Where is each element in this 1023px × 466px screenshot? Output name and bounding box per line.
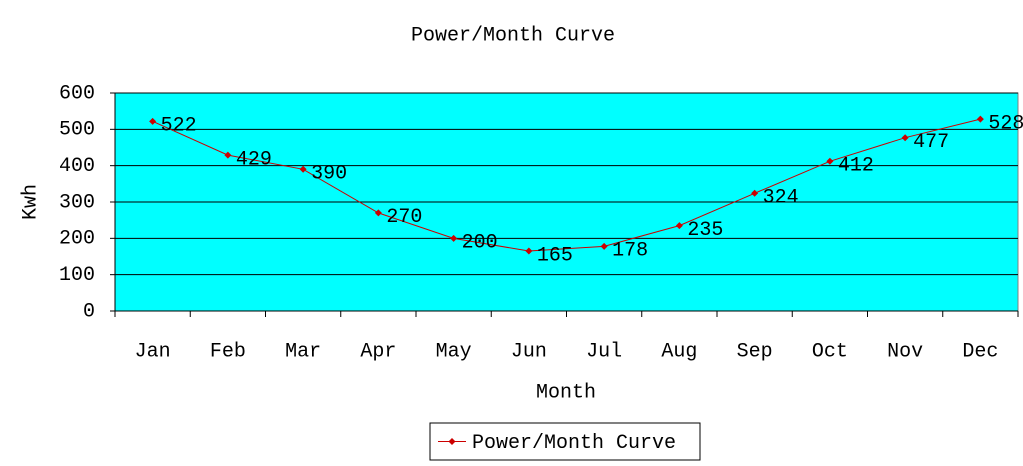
x-tick-label: Dec — [962, 340, 998, 363]
x-tick-label: Jan — [135, 340, 171, 363]
legend-marker — [448, 438, 456, 445]
y-tick-label: 300 — [59, 191, 95, 214]
x-tick-label: Feb — [210, 340, 246, 363]
data-point — [600, 242, 608, 250]
x-tick-label: Jul — [586, 340, 622, 363]
data-point — [299, 165, 307, 173]
data-point — [976, 115, 984, 123]
y-tick-label: 0 — [83, 300, 95, 323]
x-tick-label: Nov — [887, 340, 923, 363]
chart-title: Power/Month Curve — [411, 24, 615, 47]
legend-label: Power/Month Curve — [472, 432, 676, 455]
data-point — [525, 247, 533, 255]
data-label: 522 — [161, 115, 197, 138]
data-point — [224, 151, 232, 159]
x-tick-label: Apr — [360, 340, 396, 363]
x-axis-label: Month — [536, 381, 596, 404]
data-point — [826, 157, 834, 165]
data-label: 412 — [838, 155, 874, 178]
legend-box — [429, 422, 701, 461]
y-tick-label: 500 — [59, 119, 95, 142]
data-label: 390 — [311, 163, 347, 186]
data-label: 429 — [236, 148, 272, 171]
y-tick-label: 200 — [59, 228, 95, 251]
data-point — [901, 134, 909, 142]
data-label: 324 — [763, 187, 799, 210]
data-label: 165 — [537, 244, 573, 267]
y-tick-label: 100 — [59, 264, 95, 287]
y-tick-label: 600 — [59, 82, 95, 105]
data-label: 200 — [462, 232, 498, 255]
x-tick-label: Jun — [511, 340, 547, 363]
x-tick-label: May — [436, 340, 472, 363]
data-point — [675, 222, 683, 230]
data-label: 270 — [386, 206, 422, 229]
data-point — [751, 189, 759, 197]
x-tick-label: Aug — [661, 340, 697, 363]
y-tick-label: 400 — [59, 155, 95, 178]
data-point — [374, 209, 382, 217]
data-line — [152, 118, 981, 252]
data-label: 477 — [913, 131, 949, 154]
data-point — [450, 234, 458, 242]
data-point — [149, 117, 157, 125]
data-label: 178 — [612, 240, 648, 263]
legend: Power/Month Curve — [429, 422, 701, 461]
x-tick-label: Oct — [812, 340, 848, 363]
y-axis-label: Kwh — [19, 184, 42, 220]
data-label: 235 — [687, 219, 723, 242]
x-tick-label: Mar — [285, 340, 321, 363]
data-label: 528 — [988, 112, 1023, 135]
x-tick-label: Sep — [737, 340, 773, 363]
